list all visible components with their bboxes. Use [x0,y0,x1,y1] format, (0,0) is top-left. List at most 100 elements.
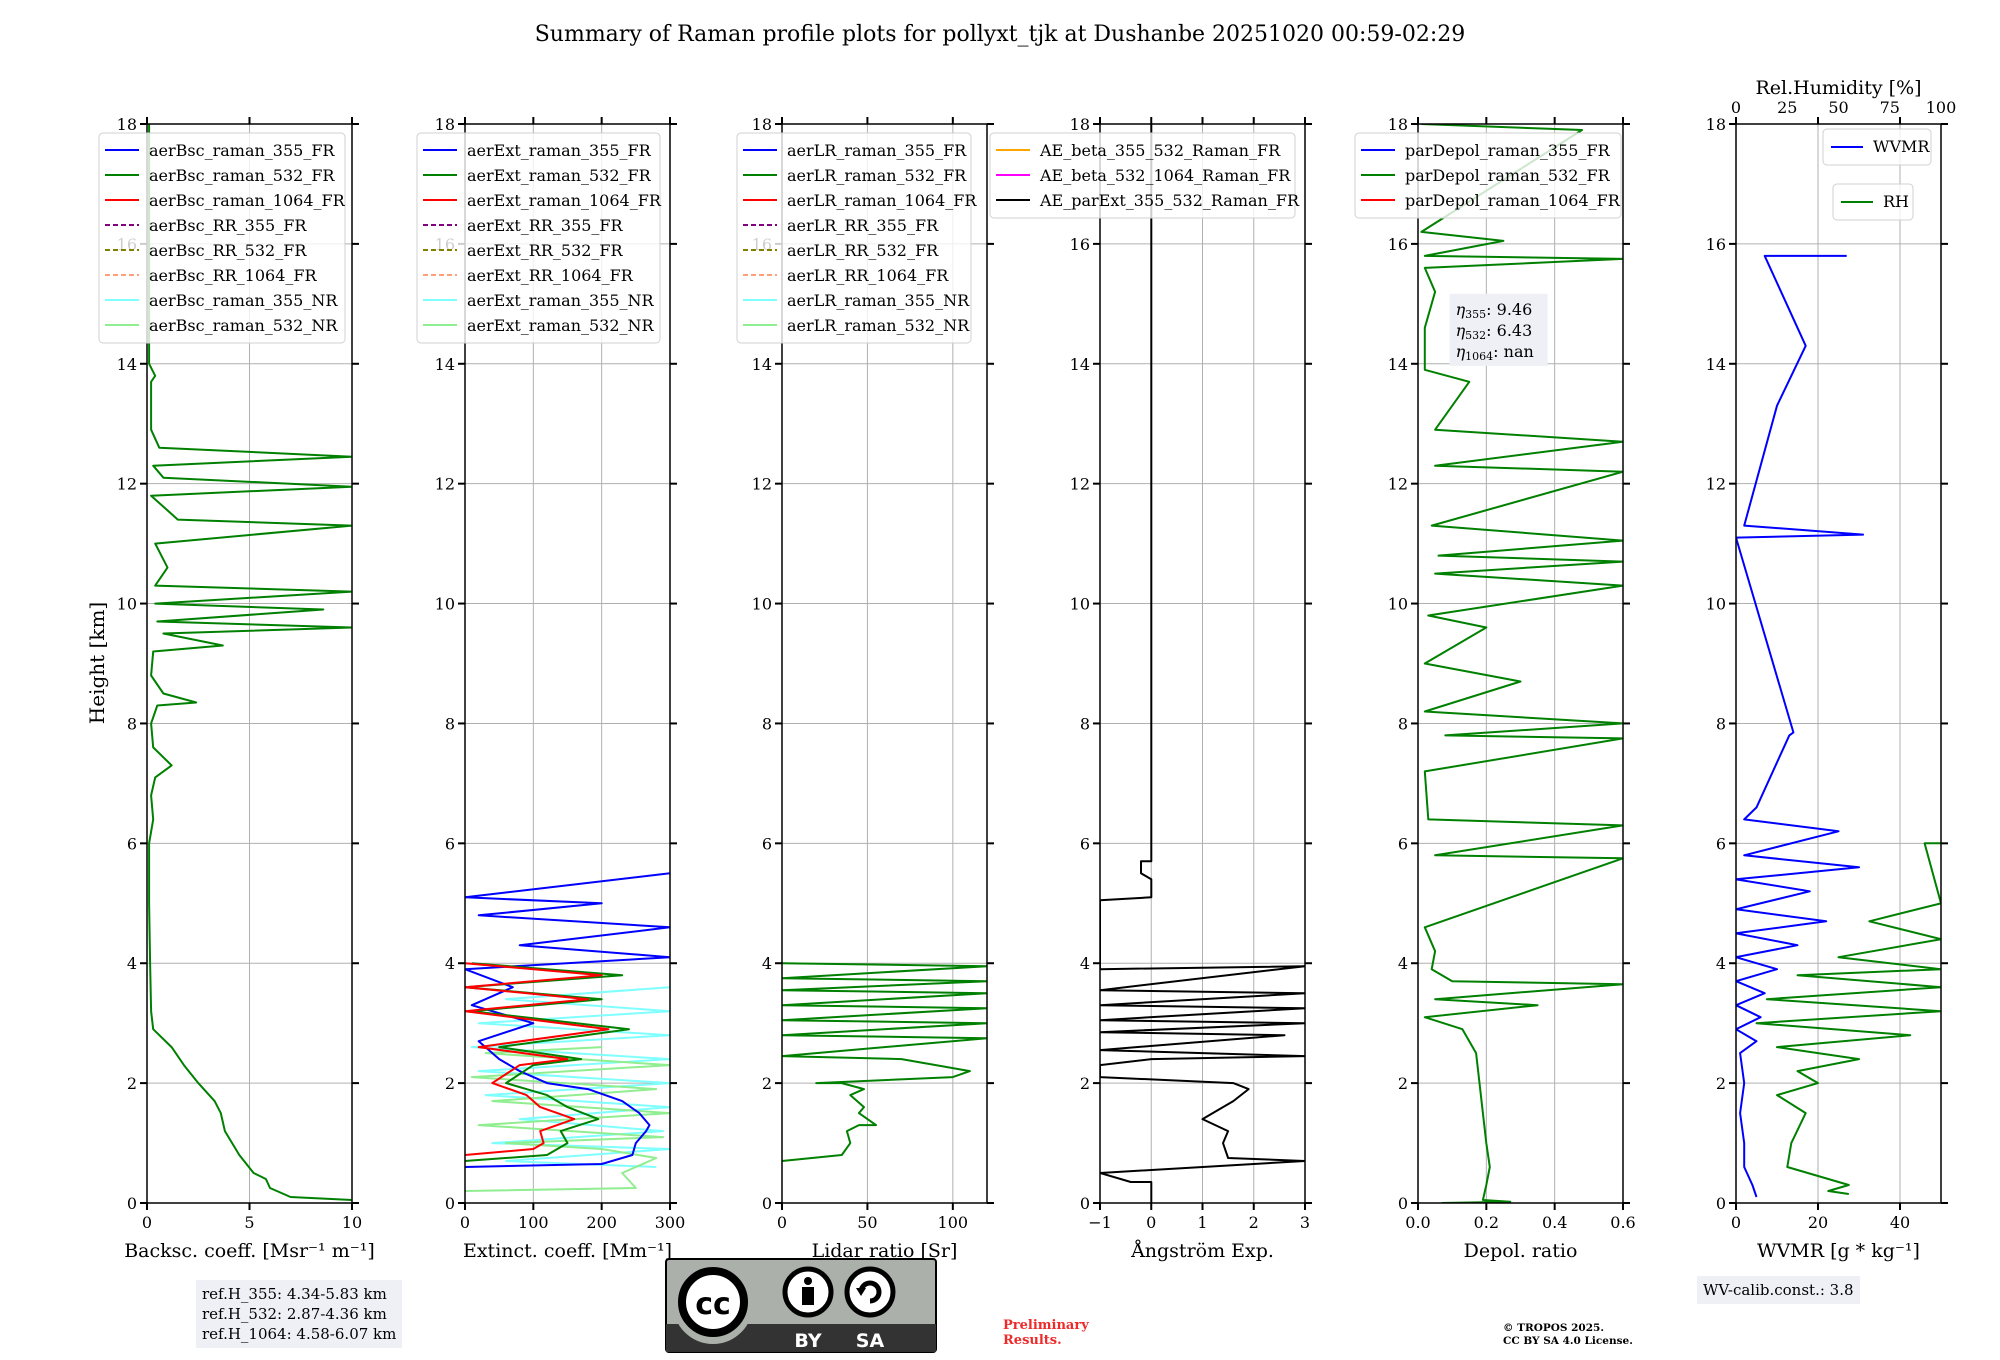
y-tick-label: 0 [1080,1194,1090,1213]
y-tick-label: 16 [1706,235,1726,254]
series-line-AE_parExt_355_532_Raman_FR [1100,124,1305,1203]
x-tick-label: 20 [1808,1213,1828,1232]
panel-extinction: 0100200300024681012141618Extinct. coeff.… [416,115,685,1262]
panel-wvmr_rh: 0 20 40 0 2 4 6 8 10 12 14 16 18 WVMR [g * kg⁻¹] 0 25 50… [1706,77,1957,1262]
cc-by-sa-license-logo: cc BY SA [665,1258,937,1353]
y-tick-label: 2 [762,1074,772,1093]
legend-label: aerExt_raman_532_FR [467,166,652,185]
legend: aerBsc_raman_355_FR aerBsc_raman_532_FRae… [98,132,346,344]
legend-label: aerExt_raman_532_NR [467,316,655,335]
y-tick-label: 18 [1706,115,1726,134]
y-tick-label: 0 [1398,1194,1408,1213]
top-x-tick-label: 0 [1731,98,1741,117]
by-text: BY [794,1330,821,1352]
preliminary-line-2: Results. [1003,1333,1062,1348]
y-tick-label: 10 [1706,595,1726,614]
legend-label: aerBsc_RR_355_FR [149,216,307,235]
axes-frame [1735,123,1942,1204]
series-group [782,962,987,1162]
x-tick-label: 2 [1249,1213,1259,1232]
y-tick-label: 14 [1388,355,1408,374]
x-tick-label: 0 [777,1213,787,1232]
legend-label: parDepol_raman_1064_FR [1405,191,1621,210]
axes-frame [781,123,988,1204]
x-tick-label: 3 [1300,1213,1310,1232]
series-group [1736,254,1941,1198]
y-tick-label: 16 [1070,235,1090,254]
y-tick-label: 8 [1716,714,1726,733]
y-tick-label: 14 [752,355,772,374]
legend-label: aerBsc_raman_532_NR [149,316,338,335]
y-tick-label: 10 [1070,595,1090,614]
legend: aerLR_raman_355_FR aerLR_raman_532_FR aerL… [736,132,977,344]
series-line-aerBsc_raman_532_FR [148,124,352,1201]
x-tick-label: 50 [857,1213,877,1232]
panel-backscatter: 0510024681012141618Backsc. coeff. [Msr⁻¹… [98,115,375,1262]
annotation-box [1449,293,1548,366]
x-tick-label: 10 [342,1213,362,1232]
legend-label: aerExt_raman_1064_FR [467,191,662,210]
x-tick-label: 0.6 [1610,1213,1635,1232]
legend-label: parDepol_raman_355_FR [1405,141,1611,160]
y-axis-label: Height [km] [85,602,109,724]
panel-lidar_ratio: 050100024681012141618Lidar ratio [Sr]aer… [736,115,994,1262]
x-axis-label: Extinct. coeff. [Mm⁻¹] [463,1240,672,1262]
sa-text: SA [856,1330,885,1352]
y-tick-label: 2 [127,1074,137,1093]
legend-label: aerExt_RR_532_FR [467,241,624,260]
y-tick-label: 6 [127,834,137,853]
y-tick-label: 6 [762,834,772,853]
legend-label: aerBsc_RR_1064_FR [149,266,318,285]
legend-label: aerExt_RR_1064_FR [467,266,634,285]
annotation-line: η532: 6.43 [1456,321,1533,342]
x-tick-label: 5 [244,1213,254,1232]
series-group [1100,124,1305,1203]
y-tick-label: 8 [127,714,137,733]
y-tick-label: 4 [127,954,137,973]
y-tick-label: 2 [1080,1074,1090,1093]
legend-box [989,132,1296,219]
x-tick-label: 40 [1890,1213,1910,1232]
legend-label: aerBsc_RR_532_FR [149,241,307,260]
figure-title: Summary of Raman profile plots for polly… [534,22,1466,47]
share-alike-icon [844,1266,896,1318]
y-tick-label: 12 [1070,475,1090,494]
x-tick-label: 200 [586,1213,617,1232]
legend-label: aerLR_RR_532_FR [787,241,939,260]
cc-icon [678,1267,748,1337]
legend-label: aerBsc_raman_1064_FR [149,191,346,210]
y-tick-label: 10 [435,595,455,614]
series-line-aerExt_raman_1064_FR [465,962,610,1156]
y-tick-label: 2 [1398,1074,1408,1093]
x-tick-label: 0.0 [1405,1213,1430,1232]
copyright-line-1: © TROPOS 2025. [1503,1322,1605,1334]
y-tick-label: 4 [1080,954,1090,973]
legend-label: aerBsc_raman_532_FR [149,166,335,185]
legend-box [1822,128,1932,166]
y-tick-label: 0 [1716,1194,1726,1213]
y-tick-label: 14 [1070,355,1090,374]
x-tick-label: 0.2 [1474,1213,1499,1232]
legend-box [416,132,661,344]
legend-label: WVMR [1873,137,1930,156]
reference-heights-box: ref.H_355: 4.34-5.83 km ref.H_532: 2.87-… [196,1280,403,1348]
ref-height-355: ref.H_355: 4.34-5.83 km [202,1285,387,1303]
legend-label: aerLR_raman_532_FR [787,166,967,185]
x-tick-label: 0.4 [1542,1213,1567,1232]
y-tick-label: 8 [762,714,772,733]
legend: AE_beta_355_532_Raman_FR AE_beta_532_1064… [989,132,1300,219]
legend-box [736,132,972,344]
x-tick-label: −1 [1088,1213,1112,1232]
series-line-parDepol_raman_532_FR [1420,124,1623,1203]
legend-label: AE_parExt_355_532_Raman_FR [1039,191,1300,210]
legend-label: aerLR_raman_1064_FR [787,191,977,210]
x-tick-label: 0 [142,1213,152,1232]
y-tick-label: 12 [752,475,772,494]
y-tick-label: 18 [117,115,137,134]
series-line-aerExt_raman_355_FR [465,872,670,1168]
legend-WVMR: WVMR [1822,128,1932,166]
legend: parDepol_raman_355_FR parDepol_raman_532_… [1354,132,1622,219]
y-tick-label: 18 [1070,115,1090,134]
y-tick-label: 6 [1080,834,1090,853]
